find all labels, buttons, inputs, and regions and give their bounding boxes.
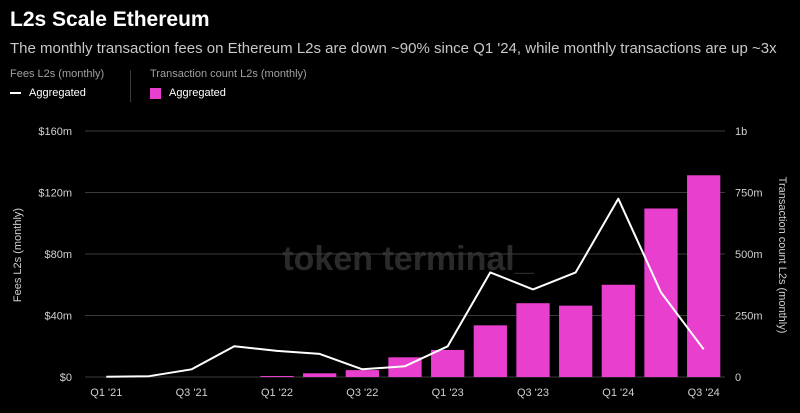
legend-fees-title: Fees L2s (monthly) <box>10 68 105 80</box>
tx-count-bar[interactable] <box>559 305 593 377</box>
legend-fees[interactable]: Fees L2s (monthly) Aggregated <box>10 68 104 99</box>
x-tick-label: Q3 '23 <box>517 387 549 399</box>
y2-tick-label: 750m <box>735 188 763 200</box>
tx-count-bar[interactable] <box>687 175 721 377</box>
chart-title: L2s Scale Ethereum <box>10 8 210 31</box>
legend-tx[interactable]: Transaction count L2s (monthly) Aggregat… <box>150 68 307 99</box>
x-tick-label: Q1 '22 <box>261 387 293 399</box>
legend-fees-label: Aggregated <box>29 87 86 99</box>
y-tick-label: $120m <box>38 188 72 200</box>
tx-count-bar[interactable] <box>260 376 294 378</box>
x-tick-label: Q1 '21 <box>90 387 122 399</box>
bar-layer <box>260 175 721 378</box>
legend-tx-title: Transaction count L2s (monthly) <box>150 68 307 80</box>
x-tick-label: Q1 '24 <box>602 387 634 399</box>
chart-subtitle: The monthly transaction fees on Ethereum… <box>10 40 777 57</box>
y-tick-label: $40m <box>44 311 72 323</box>
watermark: token terminal_ <box>282 240 534 278</box>
fees-line[interactable] <box>106 197 705 378</box>
x-tick-label: Q3 '22 <box>346 387 378 399</box>
tx-count-bar[interactable] <box>345 370 379 377</box>
tx-count-bar[interactable] <box>516 303 550 377</box>
y2-tick-label: 1b <box>735 126 747 138</box>
y-axis-title: Fees L2s (monthly) <box>12 208 24 302</box>
legend-tx-label: Aggregated <box>169 87 226 99</box>
x-tick-label: Q3 '24 <box>688 387 720 399</box>
y-tick-label: $0 <box>60 372 72 384</box>
y2-tick-label: 0 <box>735 372 741 384</box>
y2-axis-title: Transaction count L2s (monthly) <box>776 177 788 334</box>
tx-count-bar[interactable] <box>303 373 337 377</box>
tx-count-bar[interactable] <box>473 325 507 377</box>
y2-tick-label: 500m <box>735 249 763 261</box>
line-layer <box>106 197 705 378</box>
legend-bar-swatch <box>150 87 161 99</box>
legend-tx-entry[interactable]: Aggregated <box>150 87 307 99</box>
y-tick-label: $160m <box>38 126 72 138</box>
legend-divider <box>130 70 131 102</box>
legend-fees-entry[interactable]: Aggregated <box>10 87 104 99</box>
y2-tick-label: 250m <box>735 311 763 323</box>
axis-layer: $0 $40m $80m $120m $160m 0 250m 500m 750m 1b Q1 '2… <box>38 126 762 399</box>
x-tick-label: Q3 '21 <box>176 387 208 399</box>
tx-count-bar[interactable] <box>431 349 465 377</box>
y-tick-label: $80m <box>44 249 72 261</box>
legend-line-swatch <box>10 92 21 94</box>
x-tick-label: Q1 '23 <box>432 387 464 399</box>
tx-count-bar[interactable] <box>601 284 635 377</box>
